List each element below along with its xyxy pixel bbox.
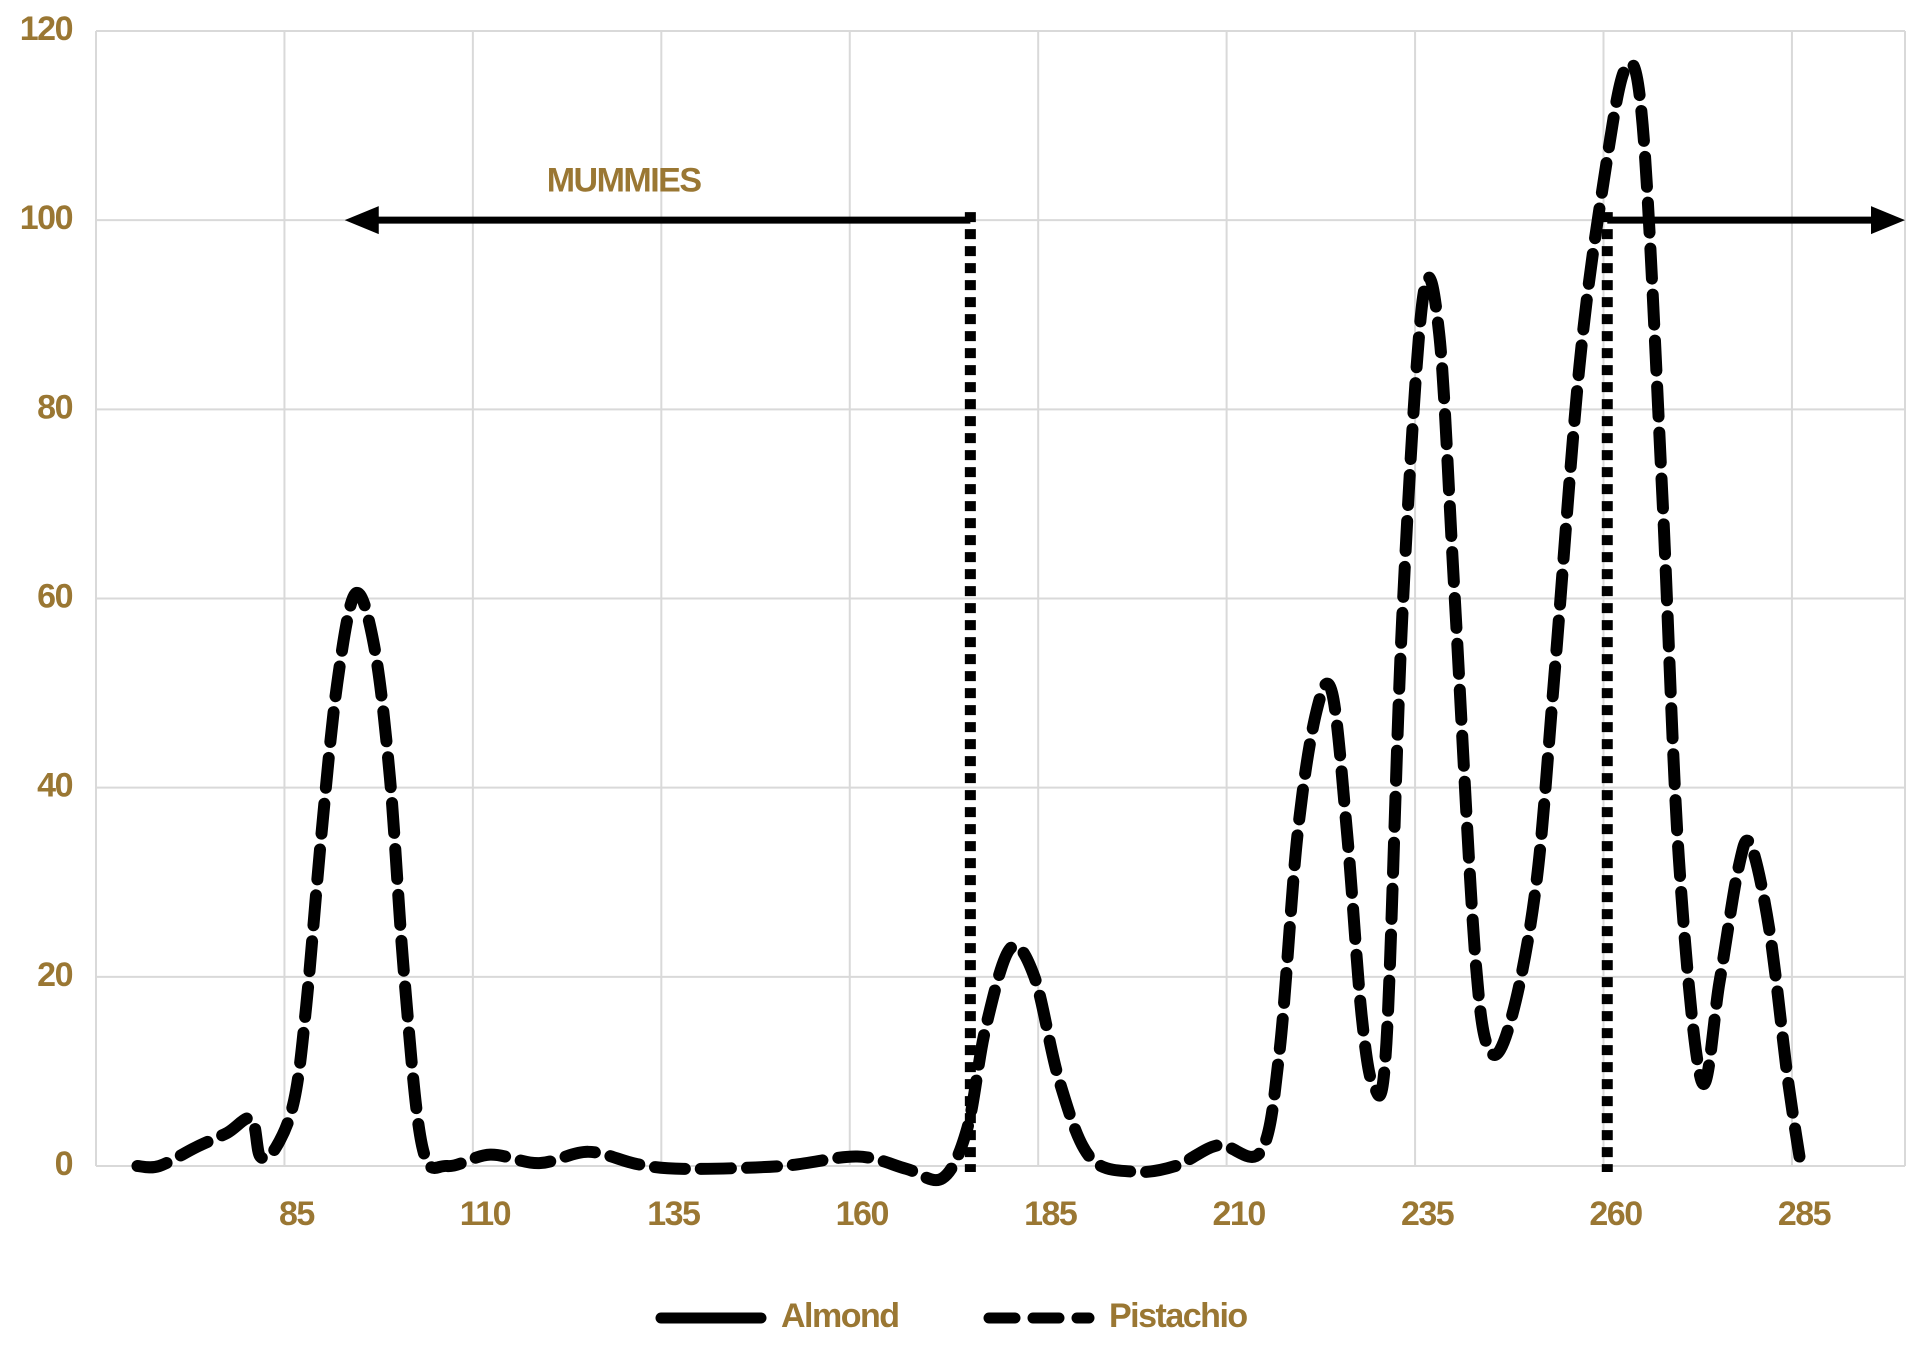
y-tick-label: 100 — [20, 199, 73, 237]
x-tick-label: 85 — [279, 1195, 314, 1233]
arrow-head — [344, 206, 379, 235]
x-tick-label: 235 — [1401, 1195, 1454, 1233]
annotation: MUMMIES — [547, 161, 702, 199]
y-tick-label: 120 — [20, 10, 73, 48]
y-tick-label: 0 — [55, 1145, 73, 1183]
x-tick-label: 160 — [836, 1195, 889, 1233]
x-tick-label: 285 — [1778, 1195, 1831, 1233]
y-tick-label: 80 — [37, 388, 72, 426]
y-tick-label: 20 — [37, 956, 72, 994]
series-line — [131, 57, 1806, 1187]
x-tick-label: 110 — [460, 1195, 511, 1233]
y-tick-label: 60 — [37, 577, 72, 615]
x-tick-label: 135 — [647, 1195, 700, 1233]
x-tick-label: 210 — [1213, 1195, 1266, 1233]
legend-label: Almond — [781, 1297, 899, 1335]
y-tick-label: 40 — [37, 767, 72, 805]
x-tick-label: 260 — [1589, 1195, 1642, 1233]
x-tick-label: 185 — [1024, 1195, 1077, 1233]
legend-label: Pistachio — [1109, 1297, 1247, 1335]
arrow-head — [1871, 206, 1905, 235]
